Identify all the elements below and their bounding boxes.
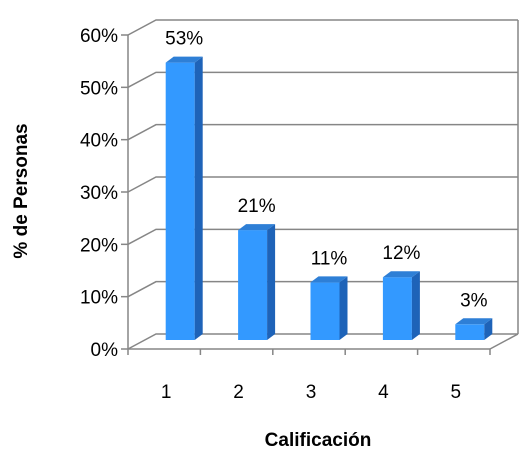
- x-tick-label: 4: [378, 382, 389, 403]
- y-axis-title: % de Personas: [11, 123, 32, 258]
- y-tick-labels: 0% 10% 20% 30% 40% 50% 60%: [80, 26, 118, 361]
- y-tick-label: 40%: [80, 131, 118, 152]
- data-label: 12%: [382, 243, 420, 264]
- bar: [166, 57, 203, 340]
- data-label: 21%: [238, 196, 276, 217]
- bar: [238, 224, 275, 340]
- bar-front: [455, 324, 484, 340]
- x-tick-label: 1: [161, 382, 172, 403]
- bar-side: [267, 224, 275, 340]
- data-label: 53%: [165, 29, 203, 50]
- y-tick-label: 0%: [91, 340, 119, 361]
- bar-side: [412, 271, 420, 340]
- y-tick-label: 30%: [80, 183, 118, 204]
- y-tick-label: 20%: [80, 235, 118, 256]
- bar-side: [340, 276, 348, 340]
- x-tick-label: 5: [451, 382, 462, 403]
- bar: [455, 318, 492, 340]
- bar: [383, 271, 420, 340]
- y-tick-label: 10%: [80, 288, 118, 309]
- x-tick-labels: 1 2 3 4 5: [161, 382, 461, 403]
- y-tick-label: 60%: [80, 26, 118, 47]
- bar-front: [166, 63, 195, 340]
- bar-front: [383, 277, 412, 340]
- bar-side: [195, 57, 203, 340]
- y-tick-label: 50%: [80, 78, 118, 99]
- bar-front: [311, 282, 340, 340]
- floor-right-edge: [490, 334, 518, 349]
- data-label: 11%: [311, 248, 348, 269]
- x-tick-label: 3: [306, 382, 317, 403]
- bar-front: [238, 230, 267, 340]
- data-label: 3%: [460, 290, 488, 311]
- x-tick-label: 2: [233, 382, 244, 403]
- bar: [311, 276, 348, 340]
- x-axis-title: Calificación: [265, 430, 372, 451]
